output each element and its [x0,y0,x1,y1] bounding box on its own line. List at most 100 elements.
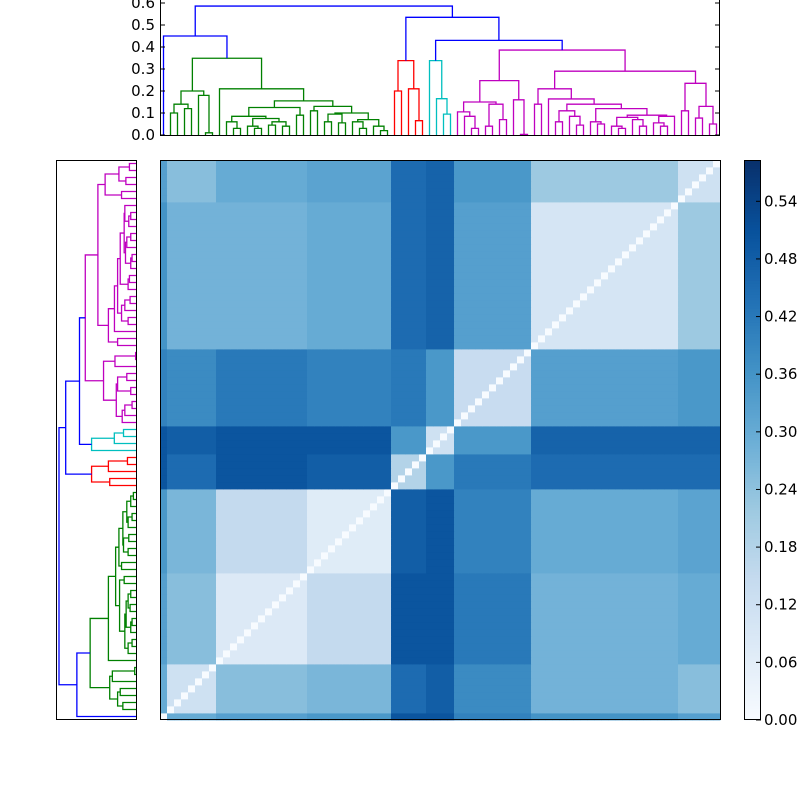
heatmap-cell [559,405,567,413]
heatmap-cell [496,664,504,672]
heatmap-cell [195,300,203,308]
heatmap-cell [258,692,266,700]
heatmap-cell [328,377,336,385]
heatmap-cell [216,657,224,665]
heatmap-cell [552,482,560,490]
heatmap-cell [377,440,385,448]
heatmap-cell [510,692,518,700]
heatmap-cell [307,475,315,483]
heatmap-cell [349,300,357,308]
heatmap-cell [566,349,574,357]
heatmap-cell [573,426,581,434]
heatmap-cell [321,419,329,427]
heatmap-cell [594,545,602,553]
heatmap-cell [510,524,518,532]
heatmap-cell [328,692,336,700]
heatmap-cell [615,706,623,714]
heatmap-cell [517,566,525,574]
heatmap-cell [419,391,427,399]
heatmap-cell [384,636,392,644]
heatmap-cell [531,629,539,637]
heatmap-cell [594,650,602,658]
heatmap-cell [545,293,553,301]
heatmap-cell [314,531,322,539]
heatmap-cell [349,321,357,329]
heatmap-cell [293,692,301,700]
heatmap-cell [265,461,273,469]
heatmap-cell [335,496,343,504]
heatmap-cell [398,545,406,553]
heatmap-cell [279,503,287,511]
heatmap-cell [328,643,336,651]
heatmap-cell [321,678,329,686]
heatmap-cell [615,664,623,672]
heatmap-cell [447,300,455,308]
heatmap-cell [160,419,168,427]
heatmap-cell [657,328,665,336]
heatmap-cell [440,391,448,399]
heatmap-cell [706,566,714,574]
heatmap-cell [384,517,392,525]
heatmap-cell [510,573,518,581]
heatmap-cell [566,433,574,441]
heatmap-cell [643,671,651,679]
heatmap-cell [559,342,567,350]
heatmap-cell [643,601,651,609]
heatmap-cell [475,286,483,294]
heatmap-cell [461,468,469,476]
heatmap-cell [279,300,287,308]
heatmap-cell [566,608,574,616]
heatmap-cell [594,328,602,336]
heatmap-cell [538,594,546,602]
heatmap-cell [230,622,238,630]
heatmap-cell [601,482,609,490]
heatmap-cell [699,517,707,525]
heatmap-cell [293,412,301,420]
heatmap-cell [461,510,469,518]
heatmap-cell [272,363,280,371]
heatmap-cell [342,370,350,378]
heatmap-cell [664,412,672,420]
heatmap-cell [496,573,504,581]
heatmap-cell [629,594,637,602]
heatmap-cell [454,622,462,630]
heatmap-cell [300,706,308,714]
heatmap-cell [419,545,427,553]
heatmap-cell [524,440,532,448]
heatmap-cell [496,510,504,518]
heatmap-cell [202,426,210,434]
heatmap-cell [377,657,385,665]
heatmap-cell [664,307,672,315]
heatmap-cell [286,629,294,637]
heatmap-cell [167,349,175,357]
heatmap-cell [629,307,637,315]
heatmap-cell [566,356,574,364]
heatmap-cell [342,503,350,511]
heatmap-cell [391,405,399,413]
heatmap-cell [314,419,322,427]
heatmap-cell [202,552,210,560]
heatmap-cell [426,489,434,497]
heatmap-cell [258,622,266,630]
heatmap-cell [167,517,175,525]
heatmap-cell [545,664,553,672]
heatmap-cell [580,636,588,644]
heatmap-cell [300,293,308,301]
heatmap-cell [216,587,224,595]
heatmap-cell [237,391,245,399]
heatmap-cell [678,524,686,532]
heatmap-cell [349,664,357,672]
heatmap-cell [293,363,301,371]
heatmap-cell [650,496,658,504]
heatmap-cell [538,538,546,546]
heatmap-cell [706,692,714,700]
heatmap-cell [412,517,420,525]
heatmap-cell [321,363,329,371]
heatmap-cell [657,601,665,609]
heatmap-cell [363,482,371,490]
heatmap-cell [587,489,595,497]
heatmap-cell [496,307,504,315]
heatmap-cell [405,503,413,511]
heatmap-cell [608,552,616,560]
heatmap-cell [503,552,511,560]
